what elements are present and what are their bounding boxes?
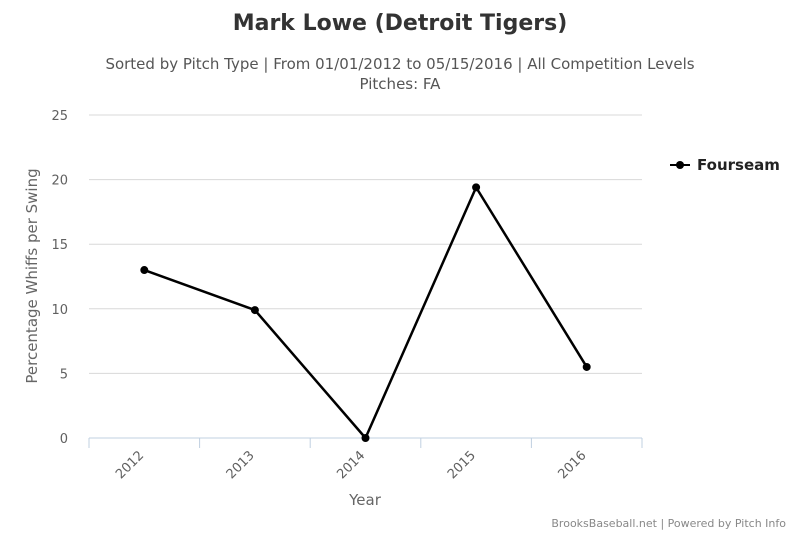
data-point-2013[interactable] xyxy=(250,306,259,315)
legend-marker-icon xyxy=(676,161,684,169)
chart-title: Mark Lowe (Detroit Tigers) xyxy=(233,11,568,36)
legend-item-fourseam[interactable]: Fourseam xyxy=(670,156,780,174)
x-axis: 2012 2013 2014 2015 2016 xyxy=(88,437,643,482)
data-point-2012[interactable] xyxy=(140,266,149,275)
legend-label: Fourseam xyxy=(697,156,780,174)
chart-subtitle-line1: Sorted by Pitch Type | From 01/01/2012 t… xyxy=(105,55,694,73)
x-tick-label: 2014 xyxy=(334,448,368,482)
y-axis-title: Percentage Whiffs per Swing xyxy=(23,168,41,383)
credits-link[interactable]: BrooksBaseball.net | Powered by Pitch In… xyxy=(551,517,786,530)
chart-subtitle-line2: Pitches: FA xyxy=(360,75,442,93)
y-tick-label: 15 xyxy=(51,238,68,253)
y-tick-label: 5 xyxy=(60,367,68,382)
y-tick-label: 25 xyxy=(51,109,68,124)
data-point-2015[interactable] xyxy=(472,183,481,192)
x-axis-title: Year xyxy=(348,491,382,509)
x-tick-label: 2013 xyxy=(224,448,258,482)
y-tick-labels: 0 5 10 15 20 25 xyxy=(51,109,68,447)
series-layer xyxy=(140,183,591,442)
data-point-2014[interactable] xyxy=(361,434,370,442)
y-tick-label: 10 xyxy=(51,303,68,318)
x-tick-label: 2016 xyxy=(556,448,590,482)
x-tick-label: 2012 xyxy=(113,448,147,482)
y-tick-label: 0 xyxy=(60,432,68,447)
grid-layer xyxy=(89,114,642,374)
series-line-fourseam xyxy=(143,186,588,440)
data-point-2016[interactable] xyxy=(582,362,591,371)
x-tick-label: 2015 xyxy=(445,448,479,482)
y-tick-label: 20 xyxy=(51,174,68,189)
